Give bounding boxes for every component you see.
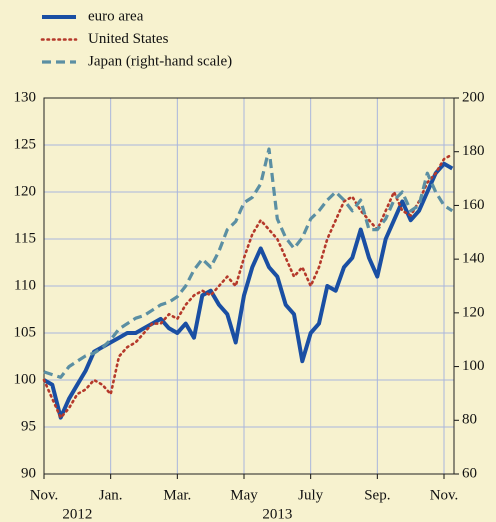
y2-tick-label: 100: [462, 358, 485, 374]
plot-frame: [43, 97, 455, 475]
y-tick-label: 115: [14, 230, 36, 246]
y-tick-label: 100: [14, 371, 37, 387]
x-tick-label: Mar.: [163, 487, 191, 503]
y2-tick-label: 140: [462, 251, 485, 267]
y2-tick-label: 200: [462, 89, 485, 105]
y2-tick-label: 80: [462, 412, 477, 428]
y-tick-label: 105: [14, 324, 37, 340]
y-tick-label: 95: [21, 418, 36, 434]
y-tick-label: 110: [14, 277, 36, 293]
series-line: [43, 147, 454, 379]
y2-tick-label: 60: [462, 465, 477, 481]
x-tick-label: Sep.: [364, 487, 390, 503]
x-tick-label: Nov.: [430, 487, 459, 503]
x-tick-label: May: [230, 487, 258, 503]
year-label: 2012: [62, 506, 92, 522]
y-tick-label: 125: [14, 136, 37, 152]
y2-tick-label: 120: [462, 304, 485, 320]
y2-tick-label: 180: [462, 143, 485, 159]
x-tick-label: July: [298, 487, 324, 503]
legend-label: United States: [88, 31, 169, 47]
y-tick-label: 130: [14, 89, 37, 105]
legend-label: euro area: [88, 8, 144, 24]
legend-label: Japan (right-hand scale): [88, 53, 232, 69]
y2-tick-label: 160: [462, 197, 485, 213]
series-line: [43, 161, 454, 420]
series-line: [42, 153, 454, 419]
y-tick-label: 90: [21, 465, 36, 481]
x-tick-label: Nov.: [30, 487, 59, 503]
year-label: 2013: [262, 506, 292, 522]
x-tick-label: Jan.: [99, 487, 123, 503]
y-tick-label: 120: [14, 183, 37, 199]
